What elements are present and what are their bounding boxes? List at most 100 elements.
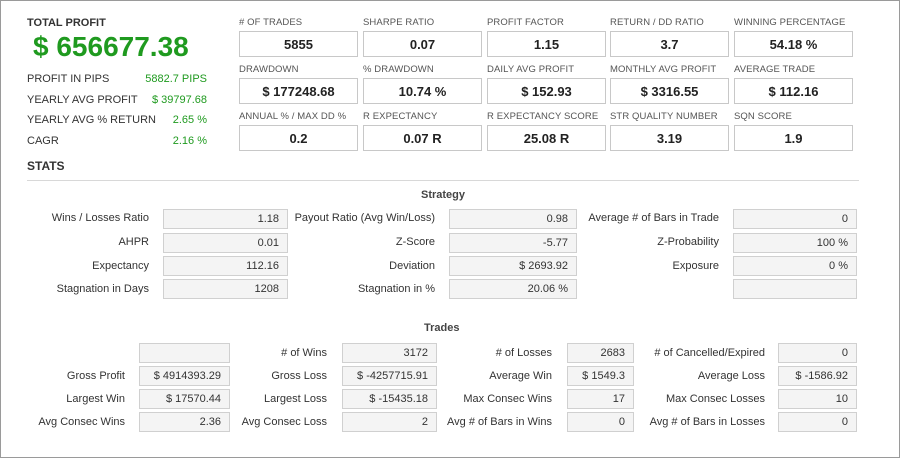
- metric-label: % DRAWDOWN: [363, 64, 434, 75]
- strategy-empty-cell: [733, 279, 857, 299]
- metric-label: WINNING PERCENTAGE: [734, 17, 846, 28]
- summary-row-profit-pips: PROFIT IN PIPS 5882.7 PIPS: [27, 73, 207, 87]
- metric-value: 25.08 R: [487, 125, 606, 151]
- trades-value: $ 4914393.29: [139, 366, 230, 386]
- total-profit-label: TOTAL PROFIT: [27, 17, 106, 29]
- trades-label: Average Loss: [697, 370, 765, 382]
- trades-value: 0: [778, 412, 857, 432]
- strategy-value: 0 %: [733, 256, 857, 276]
- trades-label: Gross Loss: [271, 370, 327, 382]
- trades-label: Avg Consec Loss: [241, 416, 327, 428]
- summary-row-value: 2.16 %: [172, 135, 207, 147]
- metric-value: $ 3316.55: [610, 78, 729, 104]
- metric-value: 0.07: [363, 31, 482, 57]
- metric-value: 3.19: [610, 125, 729, 151]
- metric-label: SQN SCORE: [734, 111, 792, 122]
- metric-card-trades: # OF TRADES 5855: [239, 17, 358, 57]
- trades-value: 0: [778, 343, 857, 363]
- trades-label: # of Cancelled/Expired: [654, 347, 765, 359]
- strategy-label: Average # of Bars in Trade: [588, 212, 719, 224]
- metric-label: MONTHLY AVG PROFIT: [610, 64, 717, 75]
- metric-card-percent-drawdown: % DRAWDOWN 10.74 %: [363, 64, 482, 104]
- trades-label: Max Consec Losses: [665, 393, 765, 405]
- trades-heading: Trades: [424, 322, 460, 334]
- metric-card-drawdown: DRAWDOWN $ 177248.68: [239, 64, 358, 104]
- trades-value: 17: [567, 389, 634, 409]
- total-profit-value: $ 656677.38: [33, 31, 189, 62]
- strategy-value: 100 %: [733, 233, 857, 253]
- strategy-label: Exposure: [672, 260, 719, 272]
- trades-value: $ -1586.92: [778, 366, 857, 386]
- metric-value: 54.18 %: [734, 31, 853, 57]
- trades-value: 2.36: [139, 412, 230, 432]
- metric-label: DRAWDOWN: [239, 64, 299, 75]
- trades-value: 2683: [567, 343, 634, 363]
- trades-value: 10: [778, 389, 857, 409]
- strategy-value: 0.98: [449, 209, 577, 229]
- metric-label: R EXPECTANCY: [363, 111, 438, 122]
- metric-label: STR QUALITY NUMBER: [610, 111, 718, 122]
- metric-card-return-dd-ratio: RETURN / DD RATIO 3.7: [610, 17, 729, 57]
- strategy-value: 0.01: [163, 233, 288, 253]
- strategy-value: 1.18: [163, 209, 288, 229]
- metric-value: $ 152.93: [487, 78, 606, 104]
- trades-value: $ -4257715.91: [342, 366, 437, 386]
- strategy-value: 112.16: [163, 256, 288, 276]
- trades-value: $ 1549.3: [567, 366, 634, 386]
- summary-row-label: PROFIT IN PIPS: [27, 73, 110, 85]
- strategy-label: AHPR: [118, 236, 149, 248]
- trades-value: $ 17570.44: [139, 389, 230, 409]
- trades-empty-cell: [139, 343, 230, 363]
- metric-card-daily-avg-profit: DAILY AVG PROFIT $ 152.93: [487, 64, 606, 104]
- strategy-label: Stagnation in Days: [56, 283, 149, 295]
- metric-label: ANNUAL % / MAX DD %: [239, 111, 347, 122]
- summary-row-yearly-avg-return: YEARLY AVG % RETURN 2.65 %: [27, 114, 207, 128]
- metric-value: 10.74 %: [363, 78, 482, 104]
- stats-heading: STATS: [27, 159, 65, 173]
- metric-value: 0.2: [239, 125, 358, 151]
- trades-value: 0: [567, 412, 634, 432]
- summary-row-label: YEARLY AVG PROFIT: [27, 94, 138, 106]
- metric-card-winning-percentage: WINNING PERCENTAGE 54.18 %: [734, 17, 853, 57]
- metric-card-sharpe-ratio: SHARPE RATIO 0.07: [363, 17, 482, 57]
- metric-value: $ 177248.68: [239, 78, 358, 104]
- trades-value: 2: [342, 412, 437, 432]
- trades-value: $ -15435.18: [342, 389, 437, 409]
- strategy-label: Expectancy: [92, 260, 149, 272]
- metric-value: 5855: [239, 31, 358, 57]
- metric-card-annual-max-dd: ANNUAL % / MAX DD % 0.2: [239, 111, 358, 151]
- metric-label: DAILY AVG PROFIT: [487, 64, 575, 75]
- metric-label: # OF TRADES: [239, 17, 303, 28]
- strategy-label: Z-Probability: [657, 236, 719, 248]
- summary-row-value: $ 39797.68: [151, 94, 207, 106]
- metric-card-profit-factor: PROFIT FACTOR 1.15: [487, 17, 606, 57]
- trades-label: # of Wins: [281, 347, 327, 359]
- metric-label: PROFIT FACTOR: [487, 17, 564, 28]
- strategy-value: $ 2693.92: [449, 256, 577, 276]
- strategy-value: -5.77: [449, 233, 577, 253]
- trades-label: Average Win: [489, 370, 552, 382]
- trades-label: Avg Consec Wins: [38, 416, 125, 428]
- metric-label: RETURN / DD RATIO: [610, 17, 704, 28]
- metric-card-r-expectancy-score: R EXPECTANCY SCORE 25.08 R: [487, 111, 606, 151]
- metric-card-monthly-avg-profit: MONTHLY AVG PROFIT $ 3316.55: [610, 64, 729, 104]
- metric-card-str-quality-number: STR QUALITY NUMBER 3.19: [610, 111, 729, 151]
- summary-row-label: YEARLY AVG % RETURN: [27, 114, 156, 126]
- metric-value: 1.15: [487, 31, 606, 57]
- strategy-value: 0: [733, 209, 857, 229]
- strategy-label: Payout Ratio (Avg Win/Loss): [294, 212, 435, 224]
- strategy-value: 20.06 %: [449, 279, 577, 299]
- metric-value: 3.7: [610, 31, 729, 57]
- summary-row-label: CAGR: [27, 135, 59, 147]
- strategy-heading: Strategy: [421, 189, 466, 201]
- metric-card-average-trade: AVERAGE TRADE $ 112.16: [734, 64, 853, 104]
- strategy-label: Deviation: [389, 260, 435, 272]
- metric-card-r-expectancy: R EXPECTANCY 0.07 R: [363, 111, 482, 151]
- summary-row-yearly-avg-profit: YEARLY AVG PROFIT $ 39797.68: [27, 94, 207, 108]
- trades-label: Gross Profit: [66, 370, 125, 382]
- trades-value: 3172: [342, 343, 437, 363]
- trades-label: Largest Loss: [264, 393, 327, 405]
- metric-card-sqn-score: SQN SCORE 1.9: [734, 111, 853, 151]
- strategy-value: 1208: [163, 279, 288, 299]
